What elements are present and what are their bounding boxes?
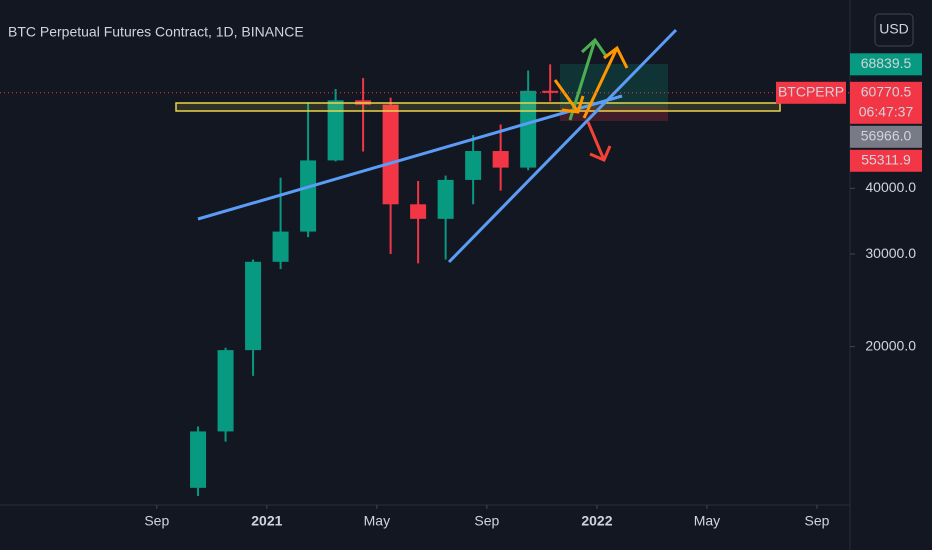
candle-body — [382, 104, 399, 205]
candle-body — [520, 90, 537, 168]
x-tick-label: Sep — [144, 513, 169, 529]
price-label-box — [850, 125, 922, 148]
x-tick-label: Sep — [805, 513, 830, 529]
candle-body — [245, 261, 262, 351]
candle-body — [465, 151, 482, 180]
arrow-head — [589, 145, 612, 162]
candle-body — [492, 151, 509, 168]
arrow-down — [586, 121, 606, 161]
x-tick-label: Sep — [474, 513, 499, 529]
candle-body — [410, 204, 427, 219]
arrow-head — [561, 95, 585, 114]
y-tick-label: 30000.0 — [865, 245, 916, 261]
price-label-box — [850, 149, 922, 172]
symbol-tag — [776, 81, 846, 104]
y-tick-label: 40000.0 — [865, 179, 916, 195]
arrow-down — [553, 79, 580, 113]
candles — [190, 64, 559, 497]
price-label-box — [850, 53, 922, 76]
x-tick-label: May — [364, 513, 390, 529]
currency-label[interactable]: USD — [879, 21, 909, 37]
support-zone — [175, 102, 781, 112]
chart-title: BTC Perpetual Futures Contract, 1D, BINA… — [8, 24, 304, 40]
price-label: 68839.5 — [861, 55, 912, 71]
candle-body — [327, 100, 344, 161]
x-tick-label: 2022 — [581, 513, 612, 529]
candle-body — [190, 431, 207, 488]
price-label: 55311.9 — [861, 152, 911, 168]
price-label: 60770.5 — [861, 84, 912, 100]
candle-body — [272, 231, 289, 262]
arrow-up — [582, 47, 619, 119]
candle-body — [542, 90, 559, 93]
trend-line — [447, 28, 678, 264]
arrow-head — [580, 37, 608, 57]
x-tick-label: 2021 — [251, 513, 282, 529]
candle-body — [300, 160, 317, 232]
candle-body — [437, 179, 454, 219]
arrow-head — [603, 45, 629, 69]
x-tick-label: May — [694, 513, 720, 529]
trend-line — [197, 94, 623, 221]
countdown: 06:47:37 — [859, 104, 914, 120]
price-label-box — [850, 81, 922, 124]
y-tick-label: 20000.0 — [865, 337, 916, 353]
symbol-label: BTCPERP — [778, 84, 844, 100]
candle-body — [217, 350, 234, 432]
price-label: 56966.0 — [861, 128, 912, 144]
currency-button[interactable] — [874, 13, 914, 47]
drawings — [175, 28, 781, 264]
